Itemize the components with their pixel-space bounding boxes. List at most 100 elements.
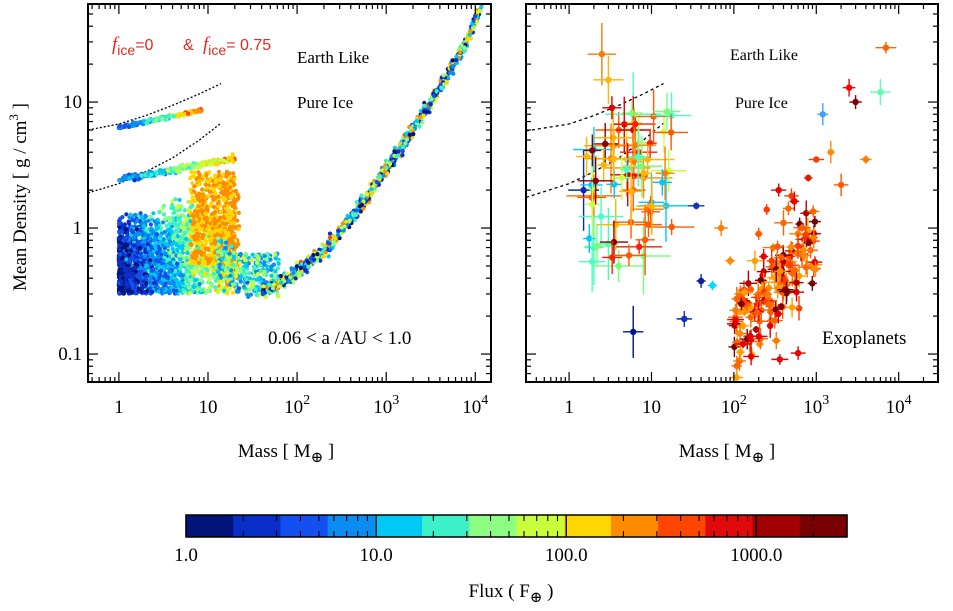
simulated-planet-point [224, 250, 229, 255]
simulated-planet-point [247, 271, 252, 276]
simulated-planet-point [218, 239, 223, 244]
simulated-planet-point [258, 268, 263, 274]
simulated-planet-point [212, 221, 218, 226]
exoplanet-point [593, 55, 624, 104]
rocky-planet-point [196, 108, 201, 113]
exoplanet-point [763, 204, 770, 215]
simulated-planet-point [211, 204, 217, 209]
exoplanet-point [833, 173, 849, 197]
simulated-planet-point [129, 280, 134, 285]
simulated-planet-point [173, 197, 178, 202]
simulated-planet-point [159, 268, 164, 273]
exoplanet-marker [736, 357, 743, 365]
simulated-planet-point [117, 231, 122, 236]
simulated-planet-point [155, 250, 160, 255]
simulated-planet-point [246, 294, 251, 299]
giant-planet-point [426, 106, 431, 111]
exoplanet-point [774, 210, 793, 236]
simulated-planet-point [237, 261, 242, 266]
simulated-planet-point [189, 261, 194, 266]
simulated-planet-point [195, 212, 200, 217]
simulated-planet-point [217, 224, 222, 229]
simulated-planet-point [275, 291, 280, 296]
simulated-planet-point [175, 233, 180, 239]
legend-eq-zero: =0 [135, 37, 153, 54]
simulated-planet-point [177, 217, 182, 222]
simulated-planet-point [209, 283, 214, 288]
exoplanet-marker [767, 322, 774, 329]
giant-planet-point [294, 260, 299, 265]
exoplanet-marker [827, 149, 834, 156]
simulated-planet-point [211, 272, 216, 277]
simulated-planet-point [189, 242, 194, 247]
giant-planet-point [458, 50, 463, 55]
icy-planet-point [230, 152, 235, 157]
giant-planet-point [260, 292, 265, 297]
giant-planet-point [417, 115, 422, 120]
giant-planet-point [365, 192, 370, 197]
simulated-planet-point [218, 215, 223, 220]
simulated-planet-point [206, 230, 211, 235]
simulated-planet-point [189, 204, 194, 209]
giant-planet-point [318, 258, 323, 263]
simulated-planet-point [188, 187, 193, 192]
icy-planet-point [176, 166, 182, 171]
simulated-planet-point [161, 237, 166, 242]
exoplanet-marker [773, 337, 780, 344]
simulated-planet-point [209, 256, 214, 261]
giant-planet-point [285, 271, 290, 276]
simulated-planet-point [196, 260, 201, 265]
simulated-planet-point [117, 247, 122, 252]
simulated-planet-point [215, 276, 220, 281]
simulated-planet-point [191, 234, 196, 239]
simulated-planet-point [119, 281, 124, 286]
simulated-planet-point [139, 269, 144, 274]
simulated-planet-point [155, 217, 160, 222]
simulated-planet-point [268, 267, 274, 272]
left-x-tick-label: 1 [114, 397, 124, 418]
giant-planet-point [407, 132, 412, 137]
simulated-planet-point [254, 292, 259, 297]
simulated-planet-point [224, 212, 229, 217]
simulated-planet-point [231, 192, 236, 197]
simulated-planet-point [154, 232, 159, 237]
simulated-planet-point [269, 273, 274, 278]
simulated-planet-point [124, 248, 129, 253]
simulated-planet-point [124, 212, 129, 217]
simulated-planet-point [232, 234, 237, 239]
simulated-planet-point [155, 225, 160, 230]
simulated-planet-point [209, 244, 214, 249]
exoplanet-marker [852, 98, 859, 106]
rocky-planet-point [171, 114, 176, 119]
exoplanet-point [754, 227, 763, 240]
exoplanet-marker [598, 50, 606, 58]
giant-planet-point [468, 29, 473, 34]
simulated-planet-point [120, 255, 125, 260]
simulated-planet-point [189, 267, 194, 273]
simulated-planet-point [153, 242, 158, 247]
giant-planet-point [292, 267, 297, 272]
simulated-planet-point [130, 290, 135, 295]
simulated-planet-point [219, 252, 224, 257]
simulated-planet-point [195, 223, 200, 228]
giant-planet-point [475, 19, 480, 24]
simulated-planet-point [161, 212, 166, 217]
icy-planet-point [195, 165, 200, 170]
giant-planet-point [417, 124, 422, 129]
left-reference-curves [88, 83, 222, 194]
exoplanet-marker [882, 44, 890, 51]
simulated-planet-point [181, 226, 186, 232]
giant-planet-point [340, 221, 345, 226]
simulated-planet-point [206, 194, 211, 199]
exoplanet-marker [681, 315, 688, 323]
giant-planet-point [303, 268, 308, 273]
simulated-planet-point [203, 241, 208, 247]
simulated-planet-point [158, 273, 163, 278]
simulated-planet-point [218, 233, 223, 238]
simulated-planet-point [243, 261, 248, 267]
exoplanet-marker [788, 192, 795, 200]
simulated-planet-point [184, 267, 189, 272]
simulated-planet-point [116, 221, 122, 226]
giant-planet-point [467, 32, 472, 37]
giant-planet-point [394, 154, 399, 159]
